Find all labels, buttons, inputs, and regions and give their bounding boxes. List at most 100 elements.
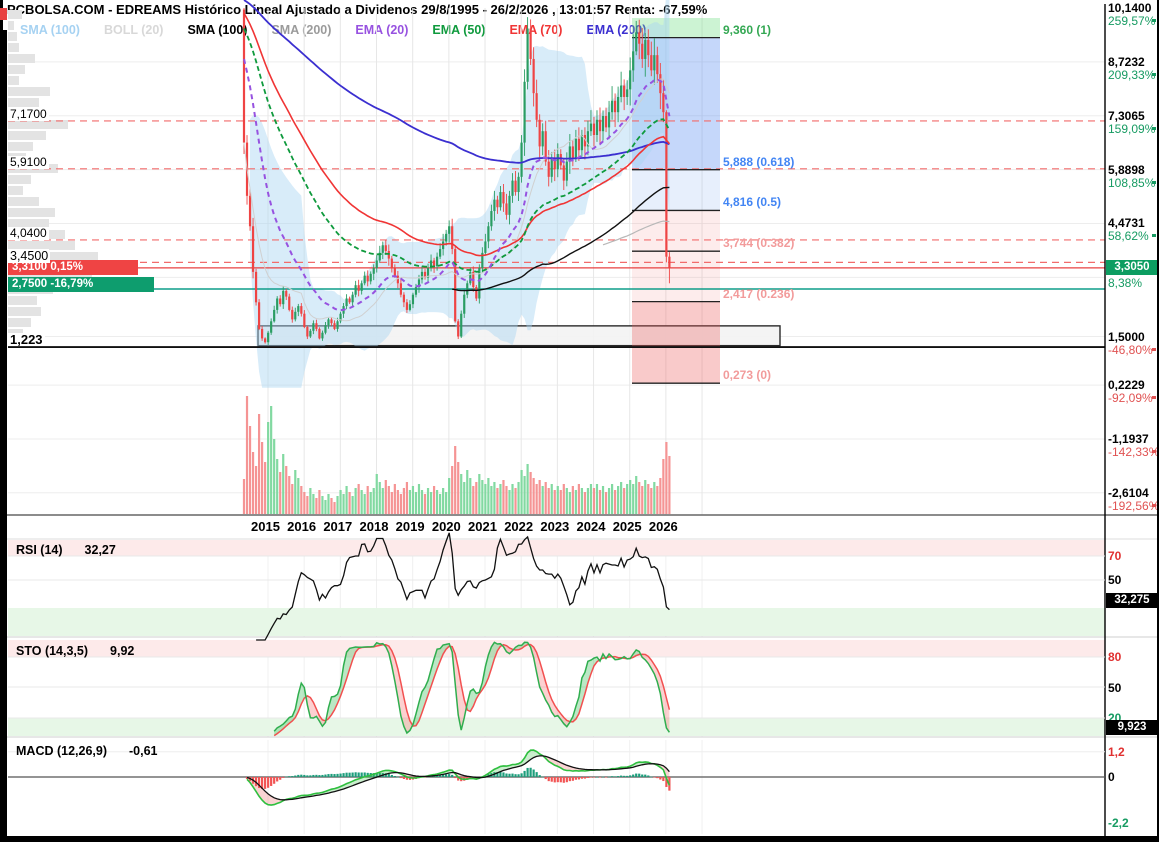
volume-bar — [429, 492, 433, 514]
legend-item-5[interactable]: EMA (50) — [432, 23, 486, 37]
macd-histogram-bar — [285, 776, 288, 778]
candle-body — [656, 55, 659, 75]
sto-fill — [403, 697, 407, 733]
volume-profile-bar — [8, 87, 50, 96]
volume-bar — [345, 486, 348, 514]
volume-bar — [580, 488, 584, 514]
macd-histogram-bar — [445, 774, 448, 777]
candle-body — [481, 252, 484, 269]
candle-body — [390, 258, 393, 269]
candle-body — [632, 51, 635, 71]
candle-body — [273, 309, 276, 322]
macd-histogram-bar — [273, 777, 276, 784]
volume-bar — [478, 474, 481, 514]
candle-body — [529, 28, 532, 59]
volume-bar — [261, 442, 264, 514]
volume-profile-bar — [8, 252, 98, 261]
legend-item-3[interactable]: SMA (200) — [271, 23, 332, 37]
candle-body — [562, 165, 565, 181]
volume-bar — [550, 484, 553, 514]
candle-body — [426, 268, 430, 278]
volume-bar — [254, 466, 258, 514]
volume-bar — [508, 490, 511, 514]
macd-histogram-bar — [384, 773, 387, 777]
macd-histogram-bar — [439, 775, 442, 777]
macd-histogram-bar — [541, 776, 544, 778]
volume-bar — [562, 484, 565, 514]
sto-fill — [349, 647, 353, 670]
sto-fill — [428, 669, 432, 696]
macd-histogram-bar — [387, 773, 390, 777]
candle-body — [653, 55, 656, 71]
volume-bar — [291, 484, 294, 514]
candle-body — [429, 260, 433, 269]
volume-bar — [665, 442, 668, 514]
volume-bar — [454, 446, 457, 514]
macd-histogram-bar — [324, 774, 327, 777]
macd-histogram-bar — [321, 774, 324, 777]
sto-fill — [494, 642, 498, 659]
volume-profile-bar — [8, 186, 23, 195]
candle-body — [357, 285, 360, 291]
legend-item-4[interactable]: EMA (20) — [355, 23, 409, 37]
sto-fill — [542, 671, 546, 701]
volume-bar — [333, 502, 336, 514]
sto-fill — [587, 660, 591, 683]
volume-bar — [595, 484, 599, 514]
legend-item-2[interactable]: SMA (100) — [187, 23, 248, 37]
volume-bar — [312, 494, 315, 514]
macd-histogram-bar — [659, 777, 662, 780]
legend-item-6[interactable]: EMA (70) — [509, 23, 563, 37]
macd-histogram-bar — [656, 777, 659, 779]
legend-item-1[interactable]: BOLL (20) — [103, 23, 164, 37]
left-edge-marker — [0, 8, 7, 20]
macd-histogram-bar — [327, 774, 330, 777]
macd-histogram-bar — [565, 777, 568, 783]
macd-histogram-bar — [288, 776, 291, 777]
volume-bar — [426, 488, 430, 514]
candle-body — [517, 176, 520, 193]
candle-body — [420, 271, 424, 280]
candle-body — [484, 241, 487, 253]
macd-value: -0,61 — [129, 744, 158, 758]
macd-histogram-bar — [574, 777, 577, 780]
macd-histogram-bar — [650, 776, 653, 778]
volume-bar — [629, 480, 632, 514]
candle-body — [330, 319, 333, 324]
candle-body — [448, 226, 451, 234]
page-title: PCBOLSA.COM - EDREAMS Histórico Lineal A… — [7, 2, 708, 17]
sto-fill — [334, 694, 338, 710]
legend-item-7[interactable]: EMA (200) — [586, 23, 647, 37]
macd-histogram-bar — [294, 775, 297, 777]
volume-bar — [435, 490, 439, 514]
volume-bar — [375, 474, 378, 514]
macd-histogram-bar — [432, 775, 436, 777]
macd-histogram-bar — [342, 773, 345, 777]
sto-fill — [406, 711, 410, 733]
macd-histogram-bar — [318, 775, 321, 777]
macd-histogram-bar — [282, 777, 285, 778]
candle-body — [647, 39, 650, 56]
macd-panel-header: MACD (12,26,9) -0,61 — [16, 744, 158, 758]
volume-bar — [273, 439, 276, 514]
legend-item-0[interactable]: SMA (100) — [20, 23, 80, 37]
volume-bar — [366, 486, 369, 514]
volume-bar — [460, 474, 463, 514]
macd-histogram-bar — [523, 770, 526, 777]
boll-mid-line — [243, 78, 670, 322]
candle-body — [511, 180, 514, 196]
candle-body — [333, 323, 336, 329]
macd-histogram-bar — [399, 777, 402, 779]
candle-body — [574, 138, 577, 158]
window-border-left — [0, 30, 7, 842]
macd-fill — [666, 768, 670, 786]
volume-bar — [300, 486, 303, 514]
volume-bar — [547, 488, 550, 514]
volume-bar — [472, 486, 475, 514]
volume-bar — [644, 480, 647, 514]
volume-bar — [668, 456, 671, 514]
volume-bar — [327, 494, 330, 514]
candle-body — [399, 283, 402, 295]
macd-histogram-bar — [499, 771, 502, 777]
